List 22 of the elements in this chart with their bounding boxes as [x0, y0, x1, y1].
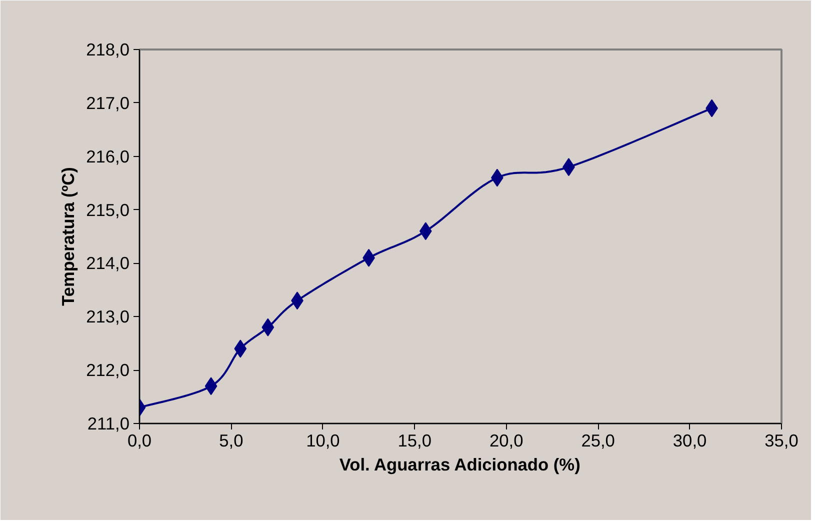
y-axis-title: Temperatura (ºC) [58, 167, 78, 306]
point [204, 377, 218, 396]
y-tick-label: 217,0 [86, 92, 130, 113]
x-tick-label: 30,0 [672, 430, 707, 450]
y-tick-label: 218,0 [86, 40, 130, 60]
y-tick-label: 214,0 [86, 253, 130, 274]
point [419, 222, 432, 240]
y-tick-label: 216,0 [86, 146, 130, 166]
y-tick-label: 211,0 [87, 414, 130, 434]
y-tick-label: 213,0 [86, 306, 130, 327]
point [234, 340, 247, 358]
x-tick-label: 20,0 [489, 430, 524, 450]
x-axis-title: Vol. Aguarras Adicionado (%) [339, 454, 580, 474]
x-tick-label: 10,0 [306, 430, 340, 450]
x-tick-label: 0,0 [127, 430, 152, 450]
y-tick-label: 212,0 [86, 360, 130, 380]
point [262, 318, 274, 336]
x-tick-label: 25,0 [581, 430, 615, 450]
x-tick-label: 35,0 [764, 430, 798, 450]
y-tick-label: 215,0 [86, 200, 130, 220]
x-tick-label: 15,0 [398, 430, 432, 450]
x-tick-label: 5,0 [219, 430, 244, 450]
